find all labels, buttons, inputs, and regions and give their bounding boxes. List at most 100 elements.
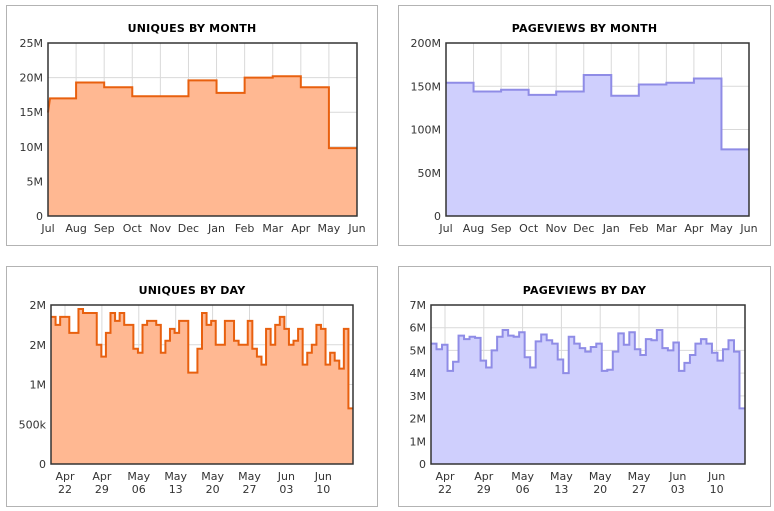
x-tick-label: Jun 10 (314, 470, 332, 496)
x-tick-label-line: May (164, 470, 187, 483)
x-tick-label-line: 20 (593, 483, 607, 496)
plot-frame (47, 42, 358, 217)
x-tick-label: Apr 22 (55, 470, 75, 496)
x-tick-label-line: 22 (438, 483, 452, 496)
x-tick-label: May 27 (628, 470, 651, 496)
x-tick-label-line: Apr (435, 470, 455, 483)
y-tick-label: 20M (20, 72, 44, 85)
chart-title: UNIQUES BY DAY (138, 284, 246, 297)
plot-frame (50, 304, 354, 465)
y-tick-label: 5M (410, 344, 427, 357)
x-tick-label-line: Apr (55, 470, 75, 483)
plot-frame (445, 42, 750, 217)
x-tick-label: Jun (347, 222, 365, 235)
y-tick-label: 25M (20, 37, 44, 50)
y-tick-label: 0 (39, 458, 46, 471)
y-tick-label: 0 (36, 210, 43, 223)
series-area (48, 76, 357, 216)
x-tick-label: Jan (207, 222, 225, 235)
y-tick-label: 0 (434, 210, 441, 223)
x-tick-label: Dec (178, 222, 199, 235)
y-tick-label: 1M (410, 435, 427, 448)
x-tick-label: Jun 03 (277, 470, 295, 496)
x-tick-label-line: 27 (243, 483, 257, 496)
x-tick-label: Nov (150, 222, 172, 235)
x-tick-label: Feb (629, 222, 648, 235)
y-tick-label: 500k (19, 418, 47, 431)
x-tick-label-line: 22 (58, 483, 72, 496)
x-tick-label-line: 06 (516, 483, 530, 496)
y-tick-label: 10M (20, 141, 44, 154)
series-area (431, 329, 745, 464)
pageviews-by-month-panel: PAGEVIEWS BY MONTH 0 50M 100M 150M 200M Jul Au… (398, 5, 771, 246)
x-tick-label-line: May (238, 470, 261, 483)
y-tick-label: 1M (30, 379, 47, 392)
x-tick-label-line: Jun (707, 470, 725, 483)
x-tick-label-line: Apr (474, 470, 494, 483)
uniques-by-month-panel: UNIQUES BY MONTH 0 5M 10M 15M 20M 25M Jul Aug Se… (6, 5, 378, 246)
x-tick-label: Jul (438, 222, 452, 235)
y-tick-label: 200M (411, 37, 442, 50)
x-tick-label-line: 10 (316, 483, 330, 496)
uniques-by-day-panel: UNIQUES BY DAY 0 500k 1M 2M 2M Apr 22 Apr 29 May 0… (6, 266, 378, 507)
series-area (446, 75, 749, 216)
x-tick-label-line: May (589, 470, 612, 483)
x-tick-label-line: May (201, 470, 224, 483)
x-tick-label: May (710, 222, 733, 235)
x-tick-label: May 06 (511, 470, 534, 496)
y-tick-label: 2M (30, 299, 47, 312)
x-tick-label: Oct (519, 222, 539, 235)
y-tick-label: 4M (410, 367, 427, 380)
x-tick-label-line: 29 (477, 483, 491, 496)
chart-title: PAGEVIEWS BY DAY (522, 284, 647, 297)
x-tick-label-line: May (628, 470, 651, 483)
x-tick-label: May 06 (127, 470, 150, 496)
x-tick-label: Apr (684, 222, 704, 235)
x-tick-label-line: 06 (132, 483, 146, 496)
x-tick-label: Apr (291, 222, 311, 235)
x-tick-label: May 20 (589, 470, 612, 496)
y-tick-label: 15M (20, 106, 44, 119)
y-tick-label: 50M (418, 167, 442, 180)
x-tick-label-line: Jun (668, 470, 686, 483)
series-line (51, 307, 353, 410)
pageviews-by-day-panel: PAGEVIEWS BY DAY 0 1M 2M 3M 4M 5M 6M 7M Apr 22 Apr… (398, 266, 771, 507)
x-tick-label: Aug (65, 222, 86, 235)
x-tick-label-line: Apr (92, 470, 112, 483)
chart-title: PAGEVIEWS BY MONTH (511, 22, 658, 35)
x-tick-label: May 13 (550, 470, 573, 496)
x-tick-label: Feb (235, 222, 254, 235)
x-tick-label-line: 20 (206, 483, 220, 496)
x-tick-label-line: 03 (279, 483, 293, 496)
x-tick-label-line: May (127, 470, 150, 483)
y-tick-label: 2M (30, 339, 47, 352)
x-tick-label: May 27 (238, 470, 261, 496)
y-tick-label: 6M (410, 322, 427, 335)
y-tick-label: 5M (27, 175, 44, 188)
x-tick-label-line: Jun (277, 470, 295, 483)
y-tick-label: 0 (419, 458, 426, 471)
x-tick-label: Aug (463, 222, 484, 235)
x-tick-label: Jan (602, 222, 620, 235)
y-tick-label: 100M (411, 124, 442, 137)
x-tick-label: May 20 (201, 470, 224, 496)
x-tick-label: Mar (656, 222, 677, 235)
x-tick-label: May 13 (164, 470, 187, 496)
x-tick-label: Apr 29 (474, 470, 494, 496)
chart-title: UNIQUES BY MONTH (127, 22, 257, 35)
x-tick-label: Sep (491, 222, 512, 235)
x-tick-label-line: May (511, 470, 534, 483)
x-tick-label: Jun 10 (707, 470, 725, 496)
x-tick-label-line: Jun (314, 470, 332, 483)
x-tick-label-line: 13 (169, 483, 183, 496)
x-tick-label: Nov (545, 222, 567, 235)
x-tick-label-line: 13 (554, 483, 568, 496)
uniques-by-month-chart: 0 5M 10M 15M 20M 25M Jul Aug Sep Oct Nov Dec Jan Feb M… (20, 37, 366, 235)
x-tick-label: May (318, 222, 341, 235)
plot-frame (430, 304, 746, 465)
series-line (47, 75, 357, 150)
x-tick-label: Jul (40, 222, 54, 235)
y-tick-label: 7M (410, 299, 427, 312)
